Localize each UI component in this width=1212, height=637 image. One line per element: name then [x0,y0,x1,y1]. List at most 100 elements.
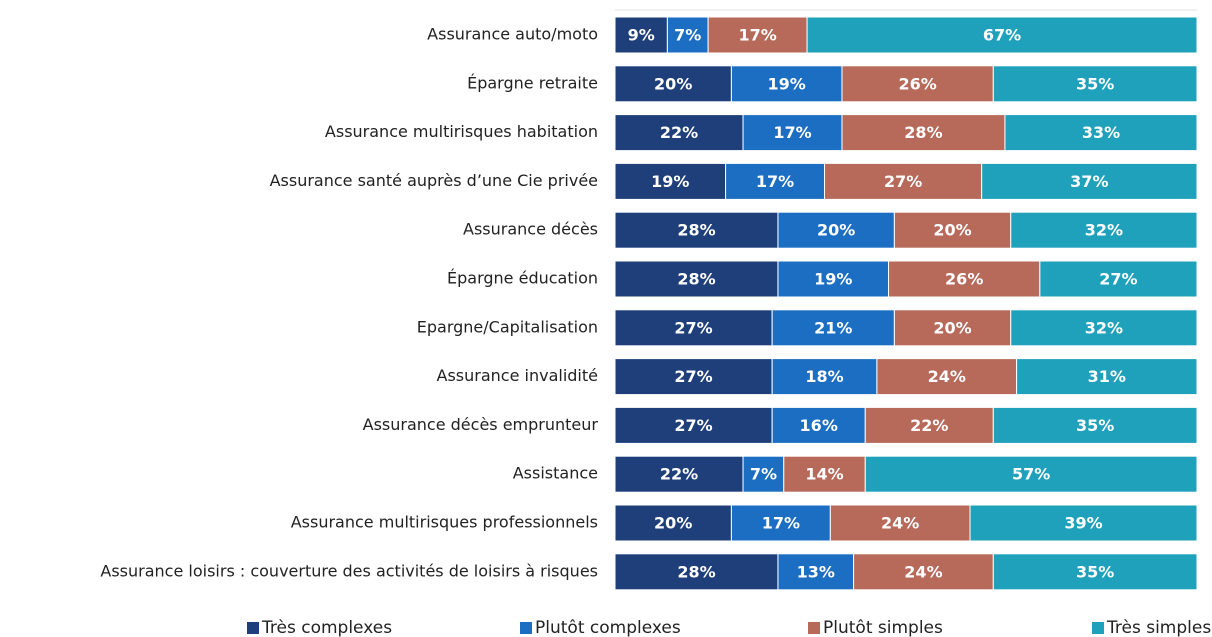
bar-segment [981,162,1198,200]
bar-segment [614,260,779,298]
value-label: 35% [1076,562,1114,581]
value-label: 24% [904,562,942,581]
value-label: 31% [1088,367,1126,386]
value-label: 35% [1076,416,1114,435]
bar-segment [742,455,785,493]
bar-segment [725,162,826,200]
value-label: 13% [797,562,835,581]
bar-segment [614,114,744,152]
value-label: 16% [800,416,838,435]
legend-label: Très complexes [261,618,392,637]
bar-segment [742,114,843,152]
category-label: Assurance auto/moto [427,25,598,44]
category-label: Épargne retraite [467,73,598,92]
value-label: 17% [756,172,794,191]
category-label: Assurance loisirs : couverture des activ… [100,561,598,580]
category-label: Assurance santé auprès d’une Cie privée [270,171,598,190]
value-label: 57% [1012,465,1050,484]
bar-segment [864,455,1198,493]
bar-segment [824,162,983,200]
value-label: 14% [805,465,843,484]
value-label: 28% [677,221,715,240]
value-label: 27% [674,367,712,386]
legend-label: Plutôt simples [823,618,943,637]
value-label: 24% [928,367,966,386]
bar-segment [888,260,1041,298]
bar-segment [969,504,1198,542]
bar-segment [707,16,808,54]
value-label: 19% [768,74,806,93]
value-label: 28% [677,270,715,289]
bar-segment [853,553,994,591]
value-label: 20% [654,74,692,93]
value-label: 39% [1064,514,1102,533]
value-label: 18% [805,367,843,386]
bar-segment [864,406,994,444]
value-label: 22% [910,416,948,435]
value-label: 28% [677,562,715,581]
value-label: 20% [817,221,855,240]
value-label: 27% [674,416,712,435]
value-label: 37% [1070,172,1108,191]
bar-segment [777,211,895,249]
value-label: 27% [674,318,712,337]
bar-segment [876,358,1018,396]
value-label: 28% [904,123,942,142]
bar-segment [614,309,773,347]
legend-swatch [1092,622,1104,634]
value-label: 20% [654,514,692,533]
bar-segment [614,162,727,200]
category-label: Assurance multirisques habitation [325,122,598,141]
bar-segment [992,406,1198,444]
bar-segment [771,309,895,347]
value-label: 9% [628,26,655,45]
bar-segment [1016,358,1198,396]
legend-swatch [520,622,532,634]
value-label: 17% [762,514,800,533]
value-label: 20% [933,318,971,337]
value-label: 7% [674,26,701,45]
value-label: 24% [881,514,919,533]
category-label: Assurance multirisques professionnels [291,513,598,532]
category-label: Assurance décès emprunteur [363,415,599,434]
bar-segment [992,553,1198,591]
bar-segment [666,16,709,54]
value-label: 26% [898,74,936,93]
value-label: 27% [884,172,922,191]
value-label: 17% [773,123,811,142]
legend-swatch [247,622,259,634]
value-label: 21% [814,318,852,337]
value-label: 19% [814,270,852,289]
bar-segment [1010,211,1198,249]
bar-segment [893,309,1012,347]
bar-segment [1004,114,1198,152]
legend-label: Plutôt complexes [535,618,681,637]
bar-segment [1039,260,1198,298]
value-label: 7% [750,465,777,484]
bar-segment [771,358,878,396]
value-label: 19% [651,172,689,191]
category-label: Assurance décès [463,220,598,239]
value-label: 67% [983,26,1021,45]
value-label: 22% [660,465,698,484]
value-label: 20% [933,221,971,240]
category-label: Epargne/Capitalisation [417,317,598,336]
bar-segment [1010,309,1198,347]
bar-segment [614,211,779,249]
value-label: 33% [1082,123,1120,142]
bar-segment [893,211,1012,249]
bar-segment [614,455,744,493]
value-label: 22% [660,123,698,142]
bar-segment [614,406,773,444]
value-label: 35% [1076,74,1114,93]
bar-segment [841,114,1006,152]
value-label: 27% [1099,270,1137,289]
value-label: 26% [945,270,983,289]
bar-segment [992,65,1198,103]
bar-segment [806,16,1198,54]
bar-segment [614,358,773,396]
legend-swatch [808,622,820,634]
category-label: Épargne éducation [447,269,598,288]
